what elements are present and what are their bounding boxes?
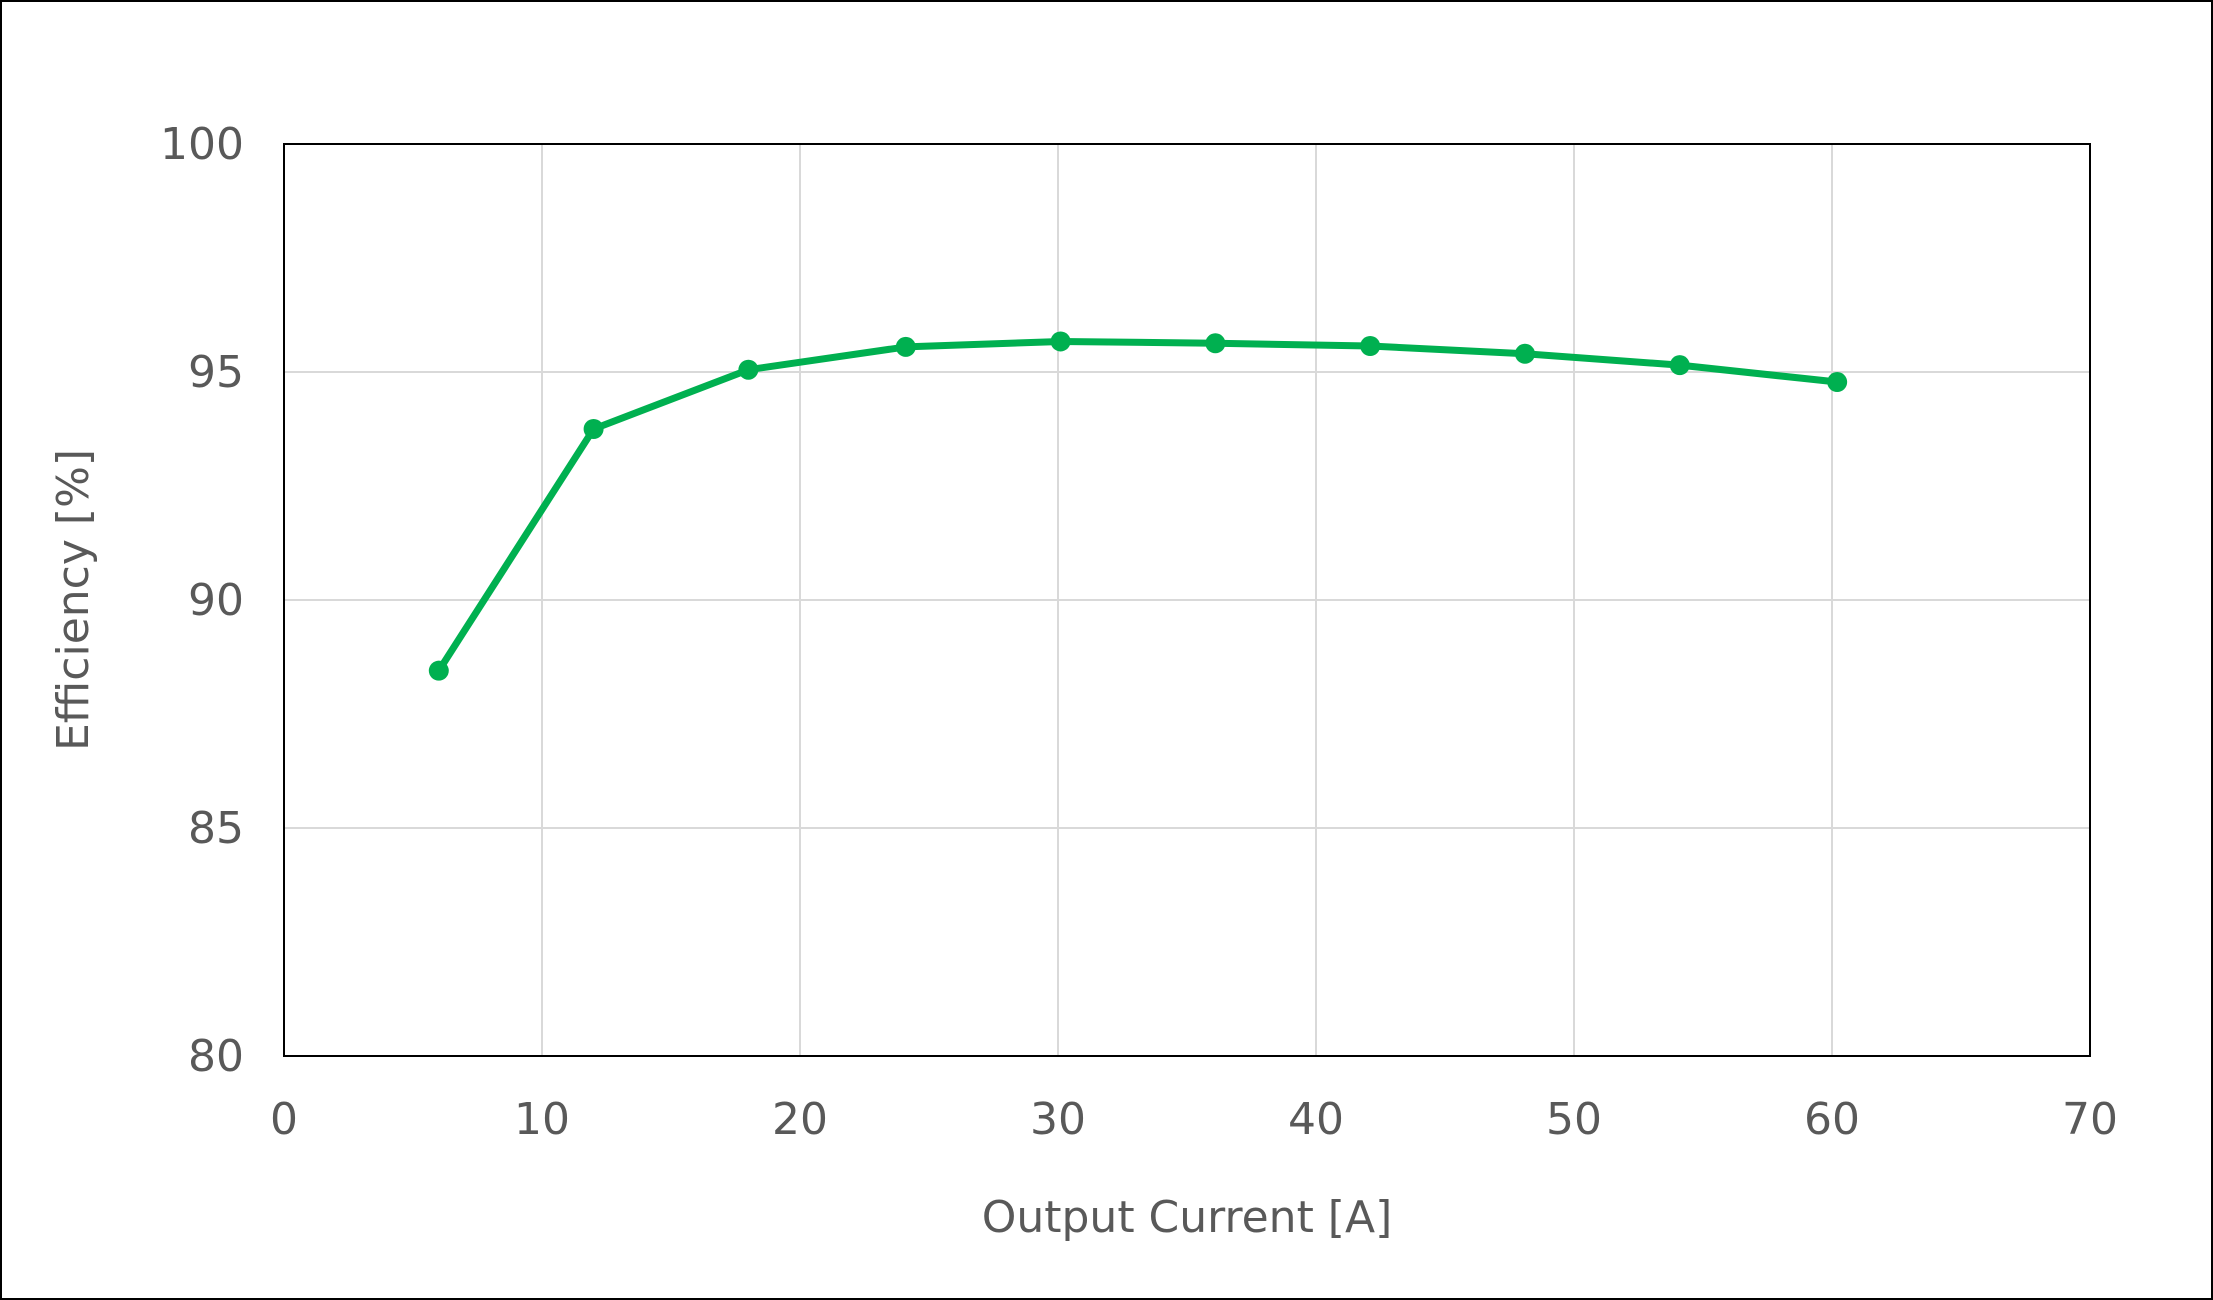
data-point [583,419,604,439]
data-point [1050,331,1071,352]
data-point [1514,343,1535,364]
x-tick-label: 20 [772,1094,828,1145]
y-tick-label: 85 [188,803,244,854]
data-point [1669,355,1690,376]
data-point [428,660,449,681]
x-tick-label: 60 [1804,1094,1860,1145]
plot-area-border [283,143,2091,1057]
x-tick-label: 70 [2062,1094,2118,1145]
y-tick-label: 90 [188,575,244,626]
series-group [428,331,1848,681]
gridlines [284,144,2090,1056]
x-tick-label: 50 [1546,1094,1602,1145]
x-tick-label: 40 [1288,1094,1344,1145]
x-tick-labels: 0 10 20 30 40 50 60 70 [270,1094,2118,1145]
series-line [435,337,1838,673]
y-tick-label: 100 [160,119,244,170]
data-point [1360,336,1381,357]
x-axis-title: Output Current [A] [982,1192,1393,1243]
x-tick-label: 0 [270,1094,298,1145]
y-tick-label: 95 [188,347,244,398]
y-axis-title: Efficiency [%] [48,449,99,751]
y-tick-label: 80 [188,1031,244,1082]
data-point [738,359,759,380]
x-tick-label: 10 [514,1094,570,1145]
data-point [1827,372,1848,393]
data-point [1205,333,1226,354]
x-tick-label: 30 [1030,1094,1086,1145]
data-point [895,336,916,357]
y-tick-labels: 80 85 90 95 100 [160,119,244,1082]
